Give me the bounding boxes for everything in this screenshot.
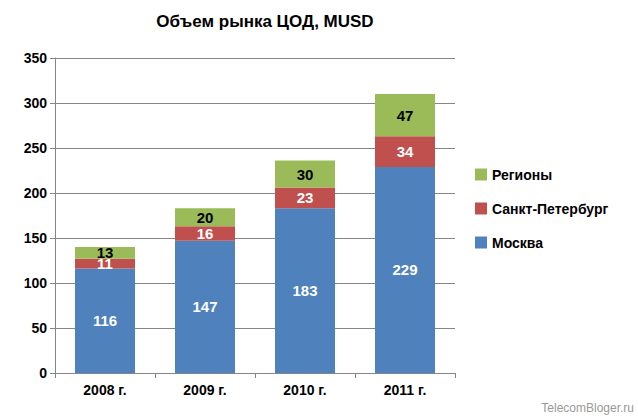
svg-text:200: 200	[24, 185, 48, 201]
svg-text:0: 0	[39, 365, 47, 381]
svg-text:300: 300	[24, 95, 48, 111]
svg-text:100: 100	[24, 275, 48, 291]
svg-text:2011 г.: 2011 г.	[384, 382, 427, 398]
svg-text:47: 47	[397, 107, 414, 124]
svg-text:116: 116	[93, 312, 117, 329]
svg-text:250: 250	[24, 140, 48, 156]
svg-text:16: 16	[197, 225, 214, 242]
svg-text:13: 13	[97, 244, 114, 261]
svg-text:30: 30	[297, 166, 314, 183]
svg-text:2008 г.: 2008 г.	[83, 382, 126, 398]
svg-text:23: 23	[297, 189, 314, 206]
svg-text:11: 11	[97, 255, 113, 273]
svg-text:150: 150	[24, 230, 48, 246]
svg-text:183: 183	[292, 282, 317, 299]
svg-text:2009 г.: 2009 г.	[183, 382, 226, 398]
svg-text:Объем рынка ЦОД, MUSD: Объем рынка ЦОД, MUSD	[156, 12, 373, 31]
svg-text:2010 г.: 2010 г.	[283, 382, 326, 398]
svg-text:34: 34	[397, 143, 414, 160]
svg-text:Москва: Москва	[492, 235, 543, 251]
svg-text:Санкт-Петербург: Санкт-Петербург	[492, 201, 609, 217]
svg-text:50: 50	[31, 320, 47, 336]
svg-text:TelecomBloger.ru: TelecomBloger.ru	[541, 401, 634, 415]
svg-text:350: 350	[24, 50, 48, 66]
svg-text:Регионы: Регионы	[492, 167, 552, 183]
svg-text:20: 20	[197, 209, 214, 226]
svg-text:229: 229	[392, 261, 417, 278]
svg-text:147: 147	[192, 298, 217, 315]
